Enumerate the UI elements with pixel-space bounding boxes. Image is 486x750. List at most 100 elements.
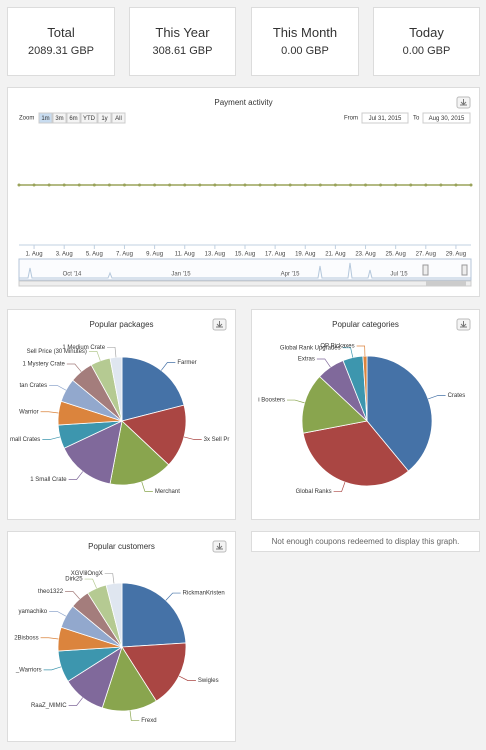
data-point [424, 183, 428, 187]
slice-label: theo1322 [38, 589, 64, 595]
navigator-handle[interactable] [461, 264, 468, 276]
message-box: Not enough coupons redeemed to display t… [251, 531, 480, 552]
slice-label: Merchant [155, 489, 180, 495]
label-connector [40, 637, 59, 640]
zoom-button-label[interactable]: 1y [101, 116, 107, 122]
stat-card: Today 0.00 GBP [373, 7, 480, 76]
stat-value: 2089.31 GBP [27, 45, 95, 57]
export-icon [460, 321, 467, 328]
navigator-series [19, 262, 471, 279]
chart-panel: Popular packages Farmer 3x Sell Pr Merchant… [7, 309, 236, 520]
data-point [47, 183, 51, 187]
x-tick-label: 29. Aug [446, 252, 466, 258]
slice-label: i Boosters [258, 398, 285, 404]
x-tick-label: 19. Aug [295, 252, 315, 258]
label-connector [183, 436, 202, 440]
slice-label: RaaZ_MIMIC [31, 703, 67, 709]
data-point [394, 183, 398, 187]
data-point [303, 183, 307, 187]
to-input[interactable] [422, 112, 471, 124]
stat-label: This Month [272, 25, 338, 40]
label-connector [68, 471, 84, 480]
scrollbar[interactable] [18, 280, 472, 287]
chart-title: Popular categories [332, 320, 399, 329]
label-connector [428, 395, 446, 400]
chart: Payment activity Zoom 1m 3m 6m YTD 1y All From Ju… [17, 96, 473, 287]
data-point [273, 183, 277, 187]
data-point [379, 183, 383, 187]
data-point [364, 183, 368, 187]
slice-label: Sell Price (30 Minutes) [27, 349, 87, 355]
stat-label: Today [409, 25, 444, 40]
stat-label: Total [47, 25, 75, 40]
navigator-label: Jul '15 [390, 272, 408, 278]
slice-label: mall Crates [10, 437, 40, 443]
data-point [77, 183, 81, 187]
x-tick-label: 7. Aug [116, 252, 133, 258]
to-label: To [413, 116, 420, 122]
zoom-button[interactable] [38, 112, 53, 124]
slice-label: 2Bisboss [14, 635, 38, 641]
label-connector [104, 573, 115, 584]
x-tick-label: 3. Aug [56, 252, 73, 258]
zoom-button-label[interactable]: YTD [83, 116, 96, 122]
slice-label: Extras [298, 357, 315, 363]
data-point [92, 183, 96, 187]
zoom-button[interactable] [66, 112, 81, 124]
pie-slice [121, 642, 187, 702]
data-point [122, 183, 126, 187]
label-connector [356, 345, 366, 357]
zoom-button[interactable] [111, 112, 126, 124]
slice-label: Dirk25 [65, 577, 83, 583]
label-connector [66, 363, 82, 372]
label-connector [107, 346, 117, 358]
slice-label: _Warriors [15, 667, 42, 673]
data-point [348, 183, 352, 187]
slice-label: Crates [448, 393, 466, 399]
navigator-label: Jan '15 [171, 272, 191, 278]
data-point [153, 183, 157, 187]
label-connector [42, 436, 61, 440]
data-point [439, 183, 443, 187]
label-connector [165, 592, 181, 601]
x-tick-label: 21. Aug [325, 252, 345, 258]
zoom-button-label[interactable]: 3m [55, 116, 63, 122]
zoom-button-label[interactable]: 6m [69, 116, 77, 122]
data-point [454, 183, 458, 187]
navigator [18, 258, 472, 281]
from-input[interactable] [361, 112, 409, 124]
label-connector [178, 675, 196, 681]
zoom-button-label[interactable]: 1m [41, 116, 49, 122]
data-point [243, 183, 247, 187]
pie-slice [121, 356, 185, 422]
label-connector [333, 482, 346, 492]
data-point [318, 183, 322, 187]
zoom-button-label[interactable]: All [115, 116, 122, 122]
chart-panel: Payment activity Zoom 1m 3m 6m YTD 1y All From Ju… [7, 87, 480, 297]
pie-slice [105, 582, 123, 648]
stat-label: This Year [155, 25, 210, 40]
stat-value: 0.00 GBP [402, 45, 451, 57]
zoom-label: Zoom [19, 116, 34, 122]
x-tick-label: 11. Aug [175, 252, 195, 258]
chart-title: Popular packages [89, 320, 153, 329]
zoom-button[interactable] [80, 112, 98, 124]
slice-label: Frexd [141, 718, 156, 724]
to-date[interactable]: Aug 30, 2015 [429, 116, 465, 122]
label-connector [141, 481, 153, 492]
zoom-button[interactable] [97, 112, 112, 124]
data-point [228, 183, 232, 187]
slice-label: 3x Sell Pr [204, 437, 230, 443]
zoom-button[interactable] [52, 112, 67, 124]
label-connector [129, 710, 140, 721]
chart: Popular packages Farmer 3x Sell Pr Merchant… [10, 318, 230, 495]
label-connector [65, 591, 80, 600]
scrollbar-thumb[interactable] [426, 281, 466, 286]
pie-slice [121, 582, 187, 648]
slice-label: Farmer [177, 360, 196, 366]
message: Not enough coupons redeemed to display t… [271, 537, 460, 546]
from-date[interactable]: Jul 31, 2015 [369, 116, 402, 122]
slice-label: 1 Medium Crate [62, 345, 105, 351]
navigator-handle[interactable] [422, 264, 429, 276]
